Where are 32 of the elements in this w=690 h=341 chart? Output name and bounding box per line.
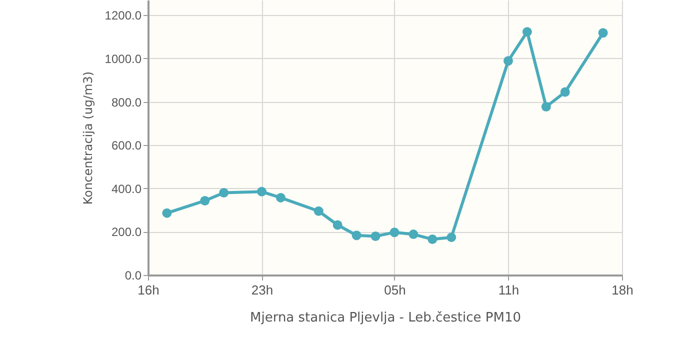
y-tick-label: 800.0	[111, 95, 142, 110]
x-tick-label: 11h	[498, 282, 520, 298]
x-tick-label: 16h	[138, 282, 160, 298]
point	[541, 102, 551, 112]
point	[314, 206, 324, 216]
y-axis-title: Koncentracija (ug/m3)	[80, 71, 95, 205]
y-tick-label: 0.0	[124, 268, 142, 282]
point	[408, 230, 418, 240]
point	[598, 28, 608, 38]
x-tick-label: 05h	[384, 282, 406, 298]
point	[352, 230, 362, 240]
point	[219, 188, 229, 198]
y-tick-label: 400.0	[111, 182, 142, 196]
point	[162, 208, 172, 218]
point	[446, 232, 456, 242]
point	[390, 228, 400, 238]
y-tick-label: 1200.0	[104, 8, 142, 23]
point	[276, 192, 286, 202]
point	[522, 27, 532, 37]
point	[332, 220, 342, 230]
point	[560, 87, 570, 97]
point	[257, 186, 267, 196]
point	[200, 196, 210, 206]
point	[370, 232, 380, 241]
y-tick-label: 1000.0	[104, 52, 142, 66]
x-axis-title: Mjerna stanica Pljevlja - Leb.čestice PM10	[250, 310, 522, 326]
point	[503, 56, 513, 66]
y-tick-label: 600.0	[111, 138, 142, 153]
x-tick-label: 18h	[612, 282, 634, 298]
point	[428, 234, 438, 244]
y-tick-label: 200.0	[111, 225, 142, 240]
x-tick-label: 23h	[251, 282, 274, 298]
